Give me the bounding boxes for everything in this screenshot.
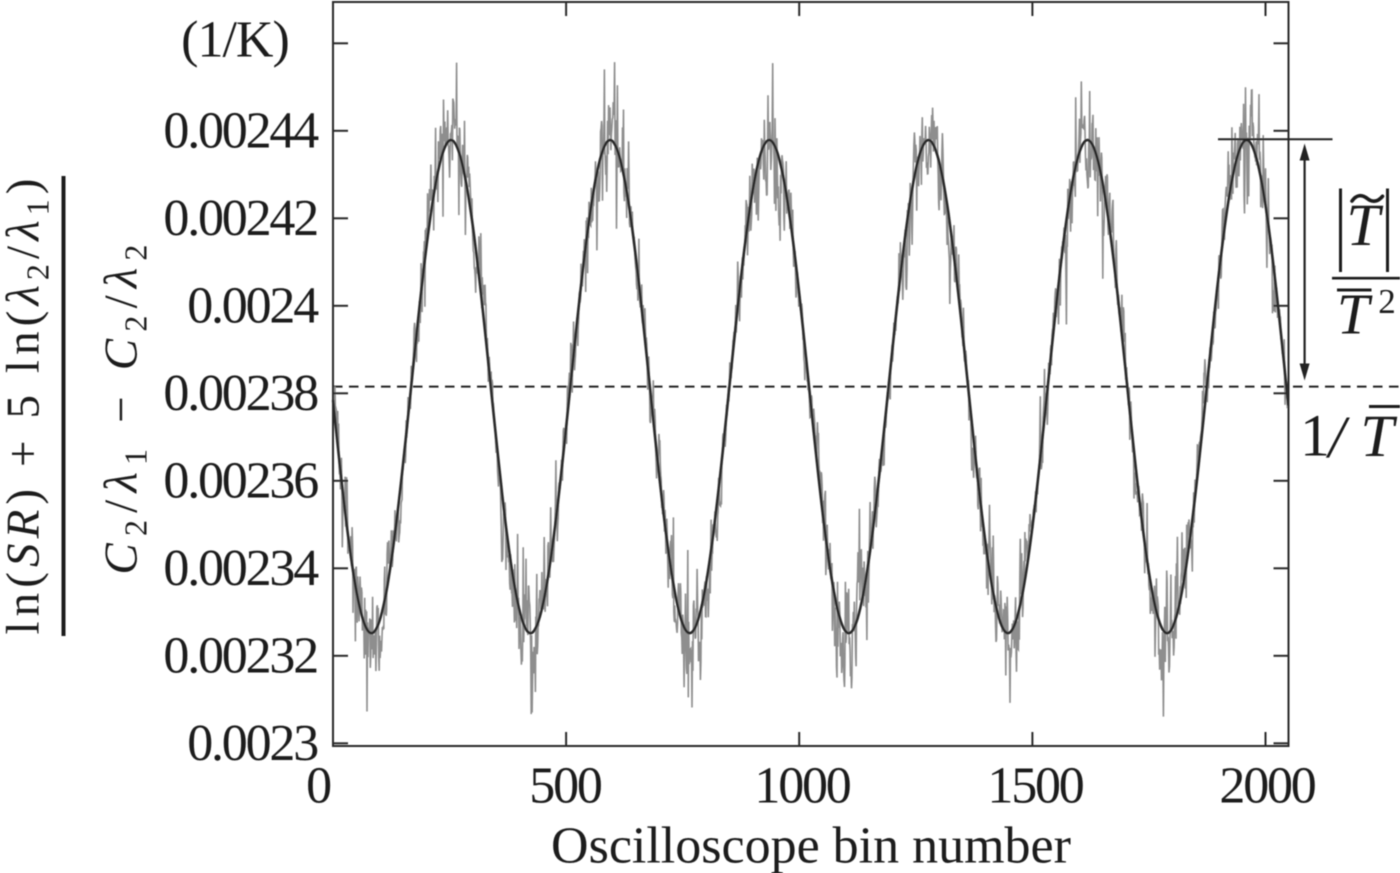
svg-text:500: 500: [529, 758, 602, 815]
svg-text:2000: 2000: [1219, 758, 1315, 815]
svg-text:0.00242: 0.00242: [163, 190, 317, 247]
svg-text:0.00232: 0.00232: [163, 628, 317, 685]
svg-text:0.00238: 0.00238: [163, 365, 318, 422]
svg-text:2: 2: [1378, 282, 1396, 321]
svg-text:0.00236: 0.00236: [163, 453, 318, 510]
svg-text:T: T: [1337, 282, 1373, 347]
svg-text:T: T: [1360, 403, 1397, 469]
svg-text:0.00244: 0.00244: [163, 103, 319, 160]
svg-text:1: 1: [1300, 403, 1330, 469]
svg-text:0.0023: 0.0023: [187, 715, 317, 772]
svg-text:1000: 1000: [754, 758, 850, 815]
svg-text:0.0024: 0.0024: [187, 278, 319, 335]
svg-text:T: T: [1346, 192, 1383, 258]
svg-text:(1/K): (1/K): [181, 12, 289, 69]
svg-text:1500: 1500: [987, 758, 1083, 815]
svg-text:ln(SR) + 5 ln(λ2/λ1): ln(SR) + 5 ln(λ2/λ1): [0, 173, 56, 634]
svg-text:0.00234: 0.00234: [163, 540, 319, 597]
svg-text:/: /: [1326, 404, 1351, 470]
svg-text:Oscilloscope bin number: Oscilloscope bin number: [551, 818, 1071, 873]
svg-text:C2/λ1 − C2/λ2: C2/λ1 − C2/λ2: [96, 237, 154, 574]
svg-text:0: 0: [306, 758, 331, 815]
